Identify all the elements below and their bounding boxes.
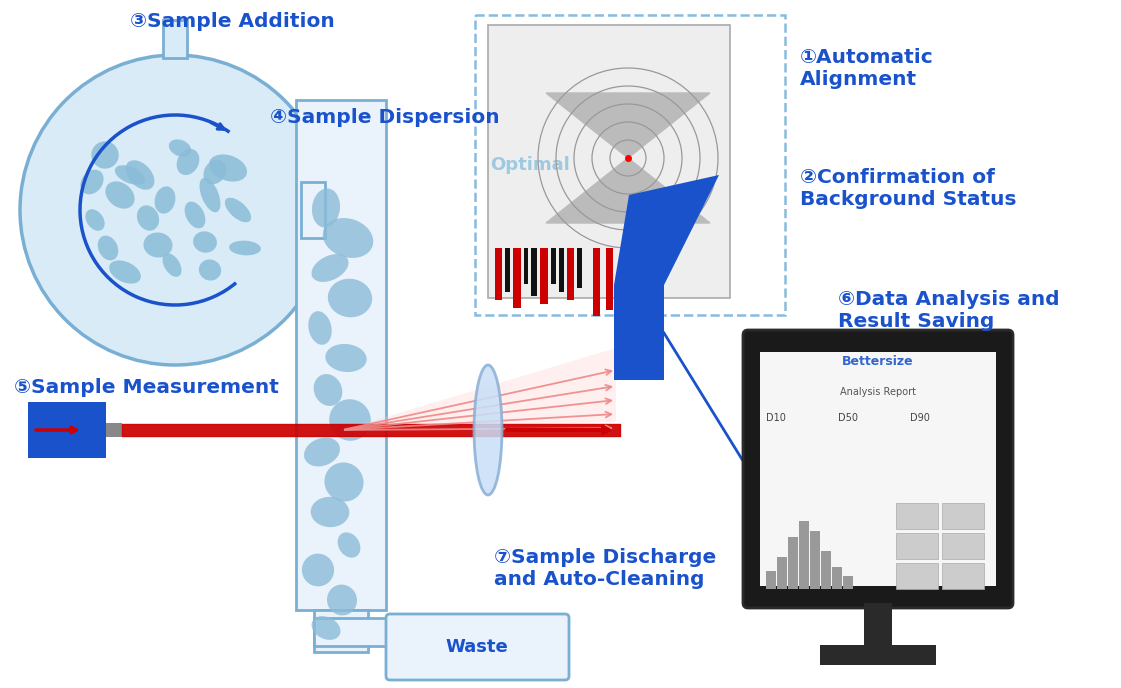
Bar [163, 20, 187, 58]
Ellipse shape [324, 462, 363, 502]
Text: Waste: Waste [446, 638, 509, 656]
Ellipse shape [198, 259, 221, 281]
Ellipse shape [312, 189, 340, 228]
Ellipse shape [177, 149, 200, 175]
Bar [942, 503, 984, 529]
Ellipse shape [109, 261, 141, 283]
Ellipse shape [200, 178, 221, 213]
Bar [577, 248, 582, 288]
Bar [896, 533, 938, 559]
Bar [593, 248, 600, 316]
Ellipse shape [105, 182, 135, 208]
Bar [567, 248, 574, 300]
Ellipse shape [85, 209, 104, 230]
Bar [760, 352, 995, 586]
Polygon shape [546, 158, 710, 223]
Ellipse shape [304, 438, 340, 466]
Text: ③Sample Addition: ③Sample Addition [130, 12, 335, 31]
Text: ⑥Data Analysis and
Result Saving: ⑥Data Analysis and Result Saving [839, 290, 1059, 331]
Bar [28, 402, 106, 458]
Ellipse shape [325, 344, 367, 372]
Ellipse shape [193, 231, 217, 252]
Bar [504, 248, 510, 292]
Bar [777, 557, 787, 589]
Ellipse shape [314, 374, 342, 406]
Bar [559, 248, 564, 292]
Bar [314, 618, 390, 646]
Text: ⑦Sample Discharge
and Auto-Cleaning: ⑦Sample Discharge and Auto-Cleaning [494, 548, 716, 589]
Ellipse shape [114, 165, 145, 185]
Text: ②Confirmation of
Background Status: ②Confirmation of Background Status [800, 168, 1017, 209]
Bar [106, 423, 122, 437]
Ellipse shape [327, 585, 356, 615]
Ellipse shape [143, 233, 173, 257]
Bar [799, 521, 809, 589]
Bar [896, 503, 938, 529]
Bar [495, 248, 502, 300]
Ellipse shape [204, 160, 226, 184]
Polygon shape [614, 175, 719, 285]
Ellipse shape [312, 254, 349, 282]
Text: ⑤Sample Measurement: ⑤Sample Measurement [13, 378, 279, 397]
Bar [488, 25, 730, 298]
Text: Analysis Report: Analysis Report [840, 387, 916, 397]
Polygon shape [342, 348, 617, 430]
Ellipse shape [337, 533, 360, 558]
Bar [788, 537, 798, 589]
Ellipse shape [330, 399, 371, 441]
Bar [314, 610, 368, 652]
Bar [614, 285, 664, 380]
Ellipse shape [308, 311, 332, 345]
Bar [540, 248, 548, 304]
Ellipse shape [81, 170, 103, 194]
Bar [296, 100, 386, 610]
Text: D90: D90 [910, 413, 930, 423]
Ellipse shape [98, 235, 119, 260]
Text: Bettersize: Bettersize [842, 355, 914, 368]
Bar [843, 576, 853, 589]
Ellipse shape [327, 279, 372, 317]
Ellipse shape [312, 616, 341, 640]
Ellipse shape [323, 218, 373, 258]
Bar [832, 567, 842, 589]
Bar [942, 563, 984, 589]
Text: ①Automatic
Alignment: ①Automatic Alignment [800, 48, 934, 89]
Text: ④Sample Dispersion: ④Sample Dispersion [270, 108, 500, 127]
Ellipse shape [163, 253, 182, 277]
Bar [513, 248, 521, 308]
Text: Optimal: Optimal [490, 156, 569, 174]
Ellipse shape [185, 202, 205, 228]
Bar [475, 15, 785, 315]
Bar [766, 571, 776, 589]
Bar [524, 248, 528, 284]
Bar [864, 603, 892, 645]
Bar [302, 182, 325, 238]
Polygon shape [546, 93, 710, 158]
Bar [896, 563, 938, 589]
Ellipse shape [91, 141, 119, 169]
Bar [821, 551, 831, 589]
Ellipse shape [225, 197, 251, 222]
Bar [942, 533, 984, 559]
FancyBboxPatch shape [386, 614, 569, 680]
Bar [531, 248, 537, 296]
Bar [606, 248, 613, 310]
Ellipse shape [311, 497, 350, 527]
Ellipse shape [137, 205, 159, 230]
Ellipse shape [474, 365, 502, 495]
Ellipse shape [209, 154, 247, 182]
FancyBboxPatch shape [743, 330, 1013, 608]
Text: D10: D10 [766, 413, 786, 423]
Circle shape [20, 55, 330, 365]
Bar [810, 531, 819, 589]
Bar [552, 248, 556, 284]
Ellipse shape [302, 554, 334, 586]
Ellipse shape [229, 241, 261, 255]
Ellipse shape [169, 140, 192, 157]
Text: D50: D50 [839, 413, 858, 423]
Ellipse shape [126, 160, 155, 190]
Bar [819, 645, 936, 665]
Ellipse shape [155, 186, 175, 214]
